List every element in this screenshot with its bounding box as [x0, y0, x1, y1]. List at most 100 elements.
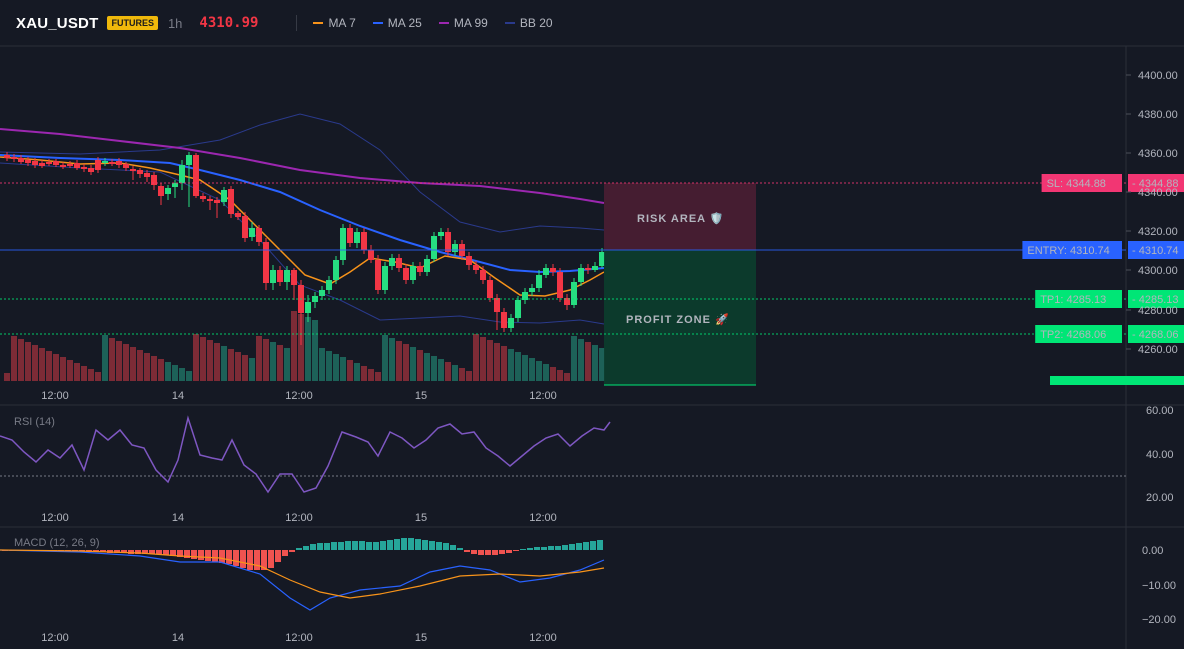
candle-body[interactable] — [60, 165, 66, 167]
macd-bar — [331, 542, 337, 550]
candle-body[interactable] — [193, 155, 199, 196]
candle-body[interactable] — [32, 161, 38, 165]
legend-ma7[interactable]: MA 7 — [313, 16, 356, 30]
candle-body[interactable] — [165, 188, 171, 194]
candle-body[interactable] — [242, 216, 248, 238]
level-tag-bg[interactable] — [1041, 174, 1122, 192]
legend-bb20[interactable]: BB 20 — [504, 16, 553, 30]
candle-body[interactable] — [67, 164, 73, 166]
legend-ma99[interactable]: MA 99 — [438, 16, 488, 30]
candle-body[interactable] — [312, 296, 318, 302]
candle-body[interactable] — [18, 158, 24, 162]
candle-body[interactable] — [410, 266, 416, 280]
candle-body[interactable] — [354, 232, 360, 243]
candle-body[interactable] — [487, 280, 493, 298]
candle-body[interactable] — [452, 244, 458, 252]
candle-body[interactable] — [389, 258, 395, 266]
candle-body[interactable] — [25, 160, 31, 163]
candle-body[interactable] — [109, 162, 115, 164]
candle-body[interactable] — [431, 236, 437, 259]
candle-body[interactable] — [522, 292, 528, 300]
candle-body[interactable] — [473, 265, 479, 270]
candle-body[interactable] — [74, 163, 80, 168]
level-tag-bg[interactable] — [1022, 241, 1122, 259]
candle-body[interactable] — [375, 260, 381, 290]
candle-body[interactable] — [340, 228, 346, 260]
candle-body[interactable] — [207, 199, 213, 201]
candle-body[interactable] — [438, 232, 444, 236]
candle-body[interactable] — [564, 298, 570, 305]
candle-body[interactable] — [585, 268, 591, 270]
candle-body[interactable] — [221, 190, 227, 202]
candle-body[interactable] — [81, 167, 87, 169]
candle-body[interactable] — [4, 155, 10, 158]
candle-body[interactable] — [130, 169, 136, 171]
level-tag-bg[interactable] — [1035, 325, 1122, 343]
candle-body[interactable] — [417, 266, 423, 272]
candle-body[interactable] — [256, 228, 262, 242]
time-tick-label: 15 — [415, 390, 427, 402]
candle-body[interactable] — [347, 228, 353, 243]
macd-bar — [408, 538, 414, 550]
timeframe-label[interactable]: 1h — [167, 15, 183, 31]
level-tag-bg[interactable] — [1035, 290, 1122, 308]
candle-body[interactable] — [144, 173, 150, 177]
candle-body[interactable] — [102, 161, 108, 163]
legend-ma25[interactable]: MA 25 — [372, 16, 422, 30]
candle-body[interactable] — [599, 252, 605, 266]
candle-body[interactable] — [333, 260, 339, 280]
candle-body[interactable] — [403, 268, 409, 280]
candle-body[interactable] — [396, 258, 402, 268]
candle-body[interactable] — [361, 232, 367, 250]
candle-body[interactable] — [508, 318, 514, 328]
candle-body[interactable] — [515, 300, 521, 318]
candle-body[interactable] — [578, 268, 584, 282]
candle-body[interactable] — [368, 250, 374, 260]
candle-body[interactable] — [277, 270, 283, 282]
candle-body[interactable] — [382, 266, 388, 290]
candle-body[interactable] — [494, 298, 500, 312]
candle-body[interactable] — [172, 183, 178, 187]
candle-body[interactable] — [186, 155, 192, 165]
candle-body[interactable] — [116, 161, 122, 165]
candle-body[interactable] — [53, 161, 59, 165]
candle-body[interactable] — [466, 256, 472, 265]
candle-body[interactable] — [95, 160, 101, 170]
candle-body[interactable] — [319, 290, 325, 296]
candle-body[interactable] — [284, 270, 290, 282]
candle-body[interactable] — [592, 266, 598, 270]
candle-body[interactable] — [480, 270, 486, 280]
candle-body[interactable] — [228, 189, 234, 214]
candle-body[interactable] — [46, 162, 52, 164]
candle-body[interactable] — [88, 168, 94, 172]
candle-body[interactable] — [214, 200, 220, 203]
candle-body[interactable] — [536, 275, 542, 288]
candle-body[interactable] — [571, 282, 577, 305]
candle-body[interactable] — [249, 228, 255, 237]
candle-body[interactable] — [550, 268, 556, 272]
candle-body[interactable] — [179, 165, 185, 183]
candle-body[interactable] — [543, 268, 549, 275]
candle-body[interactable] — [529, 288, 535, 292]
candle-body[interactable] — [557, 272, 563, 298]
candle-body[interactable] — [200, 196, 206, 199]
candle-body[interactable] — [326, 280, 332, 290]
candle-body[interactable] — [11, 157, 17, 159]
candle-body[interactable] — [445, 232, 451, 252]
candle-body[interactable] — [424, 259, 430, 272]
candle-body[interactable] — [137, 170, 143, 174]
candle-body[interactable] — [39, 163, 45, 166]
profit-zone[interactable] — [604, 250, 756, 385]
risk-zone[interactable] — [604, 183, 756, 250]
symbol-name[interactable]: XAU_USDT — [16, 14, 99, 32]
candle-body[interactable] — [151, 175, 157, 185]
candle-body[interactable] — [270, 270, 276, 283]
candle-body[interactable] — [291, 270, 297, 285]
candle-body[interactable] — [123, 164, 129, 168]
candle-body[interactable] — [501, 312, 507, 328]
candle-body[interactable] — [235, 213, 241, 217]
candle-body[interactable] — [263, 242, 269, 283]
candle-body[interactable] — [158, 186, 164, 196]
candle-body[interactable] — [305, 302, 311, 313]
